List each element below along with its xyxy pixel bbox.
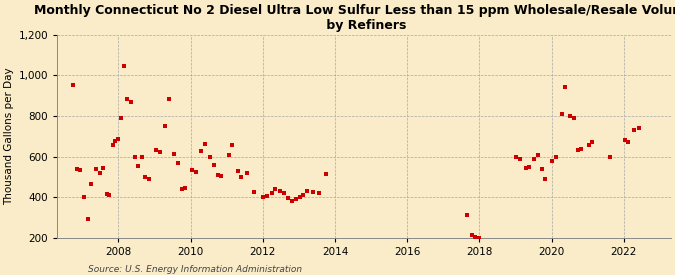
- Point: [98, 166, 109, 170]
- Point: [101, 192, 112, 197]
- Point: [623, 140, 634, 145]
- Point: [236, 175, 246, 179]
- Point: [112, 137, 123, 142]
- Point: [473, 236, 484, 240]
- Point: [587, 140, 597, 145]
- Point: [551, 155, 562, 159]
- Point: [95, 171, 105, 175]
- Text: Source: U.S. Energy Information Administration: Source: U.S. Energy Information Administ…: [88, 265, 302, 274]
- Point: [576, 146, 587, 151]
- Point: [605, 155, 616, 159]
- Point: [294, 195, 305, 200]
- Point: [533, 153, 543, 157]
- Point: [216, 174, 227, 178]
- Point: [307, 190, 318, 194]
- Point: [278, 191, 289, 196]
- Point: [155, 149, 165, 154]
- Point: [82, 216, 93, 221]
- Point: [462, 213, 472, 217]
- Point: [90, 167, 101, 171]
- Point: [520, 166, 531, 170]
- Point: [262, 194, 273, 199]
- Point: [536, 167, 547, 171]
- Point: [151, 147, 162, 152]
- Y-axis label: Thousand Gallons per Day: Thousand Gallons per Day: [4, 68, 14, 205]
- Point: [107, 142, 118, 147]
- Point: [514, 156, 525, 161]
- Point: [547, 159, 558, 163]
- Point: [257, 195, 268, 200]
- Point: [180, 186, 190, 191]
- Point: [275, 189, 286, 194]
- Point: [529, 156, 540, 161]
- Point: [466, 233, 477, 237]
- Point: [86, 182, 97, 186]
- Point: [160, 124, 171, 128]
- Title: Monthly Connecticut No 2 Diesel Ultra Low Sulfur Less than 15 ppm Wholesale/Resa: Monthly Connecticut No 2 Diesel Ultra Lo…: [34, 4, 675, 32]
- Point: [122, 97, 133, 101]
- Point: [286, 199, 297, 204]
- Point: [634, 126, 645, 130]
- Point: [104, 193, 115, 197]
- Point: [163, 97, 174, 101]
- Point: [209, 163, 219, 167]
- Point: [190, 170, 201, 174]
- Point: [524, 165, 535, 169]
- Point: [79, 195, 90, 200]
- Point: [133, 164, 144, 168]
- Point: [511, 155, 522, 159]
- Point: [176, 187, 187, 191]
- Point: [241, 171, 252, 175]
- Point: [75, 168, 86, 172]
- Point: [283, 196, 294, 200]
- Point: [140, 175, 151, 179]
- Point: [628, 128, 639, 133]
- Point: [583, 142, 594, 147]
- Point: [126, 100, 136, 104]
- Point: [302, 189, 313, 194]
- Point: [560, 84, 571, 89]
- Point: [118, 64, 129, 68]
- Point: [540, 177, 551, 181]
- Point: [313, 191, 324, 196]
- Point: [136, 155, 147, 159]
- Point: [556, 112, 567, 116]
- Point: [298, 193, 308, 197]
- Point: [619, 138, 630, 143]
- Point: [232, 169, 243, 173]
- Point: [291, 197, 302, 202]
- Point: [572, 147, 583, 152]
- Point: [565, 114, 576, 118]
- Point: [187, 168, 198, 172]
- Point: [267, 191, 277, 196]
- Point: [72, 167, 82, 171]
- Point: [200, 141, 211, 146]
- Point: [205, 155, 216, 159]
- Point: [223, 153, 234, 157]
- Point: [321, 172, 331, 176]
- Point: [144, 177, 155, 181]
- Point: [227, 142, 238, 147]
- Point: [68, 82, 78, 87]
- Point: [270, 187, 281, 191]
- Point: [196, 148, 207, 153]
- Point: [248, 190, 259, 194]
- Point: [169, 152, 180, 156]
- Point: [173, 161, 184, 165]
- Point: [129, 155, 140, 159]
- Point: [110, 139, 121, 144]
- Point: [212, 173, 223, 177]
- Point: [470, 235, 481, 239]
- Point: [568, 116, 579, 120]
- Point: [115, 116, 126, 120]
